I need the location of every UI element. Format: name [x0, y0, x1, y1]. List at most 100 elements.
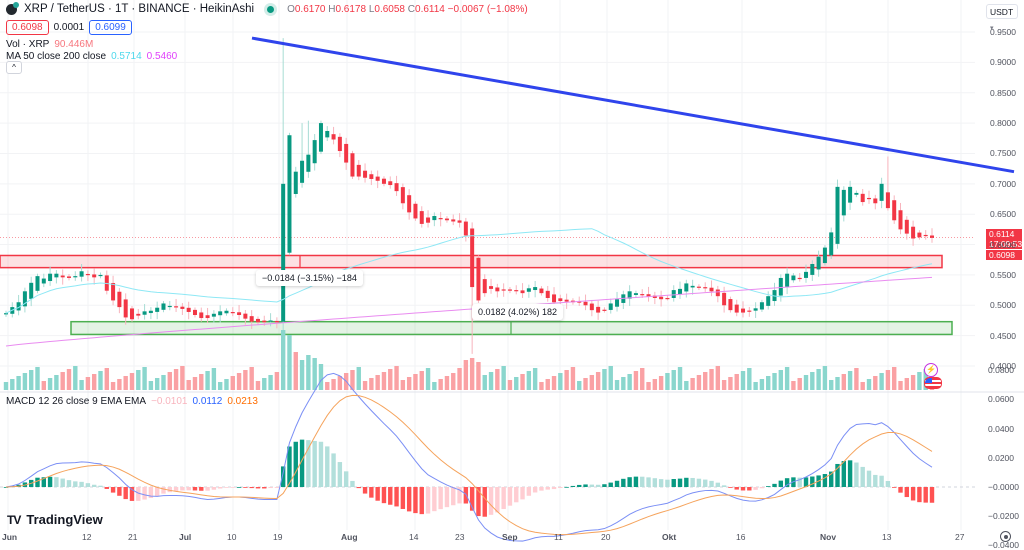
volume-bar [331, 379, 336, 390]
macd-hist-bar [810, 476, 815, 487]
price-axis-label: 0.9000 [990, 57, 1016, 68]
candle-body [665, 297, 670, 300]
candle-body [22, 291, 27, 307]
candle-body [457, 220, 462, 223]
macd-hist-bar [457, 487, 462, 504]
volume-bar [425, 368, 431, 390]
candle-body [482, 279, 487, 294]
candle-body [715, 289, 720, 297]
candle-body [577, 301, 582, 303]
macd-hist-bar [394, 487, 399, 507]
macd-hist-bar [577, 484, 582, 487]
lightning-icon[interactable]: ⚡ [924, 363, 938, 377]
tradingview-logo[interactable]: TV TradingView [7, 512, 103, 527]
volume-bar [444, 376, 450, 390]
candle-body [293, 171, 298, 194]
candle-body [363, 170, 368, 178]
volume-bar [419, 371, 424, 390]
volume-bar [3, 382, 9, 390]
macd-axis-label: 0.0600 [988, 394, 1014, 405]
macd-hist-bar [917, 487, 922, 503]
candle-body [4, 313, 8, 315]
price-axis-label: 0.6500 [990, 209, 1016, 220]
settings-icon[interactable] [1000, 531, 1011, 542]
macd-hist-bar [369, 487, 374, 498]
volume-bar [747, 368, 752, 390]
macd-hist-bar [129, 487, 135, 501]
volume-bar [835, 377, 840, 390]
close-label: C [407, 3, 416, 15]
candle-body [60, 275, 65, 278]
macd-hist-bar [803, 477, 809, 487]
volume-bar [791, 381, 796, 390]
macd-hist-bar [495, 487, 500, 513]
sell-button[interactable]: 0.6098 [6, 20, 49, 35]
macd-hist-bar [243, 487, 248, 488]
volume-bar [778, 370, 784, 390]
volume-bar [41, 381, 46, 390]
candle-body [312, 140, 317, 164]
price-axis-label: 0.8000 [990, 118, 1016, 129]
candle-body [722, 292, 727, 306]
volume-bar [640, 368, 645, 390]
macd-hist-bar [564, 486, 569, 488]
candle-body [400, 187, 405, 204]
candle-body [778, 277, 783, 296]
candle-body [615, 299, 620, 307]
candle-body [514, 290, 519, 292]
volume-legend[interactable]: Vol · XRP 90.446M [6, 39, 93, 50]
volume-bar [148, 381, 154, 390]
macd-hist-bar [898, 487, 903, 493]
macd-hist-bar [829, 471, 834, 487]
macd-hist-bar [772, 483, 777, 487]
time-axis-label: 20 [601, 532, 611, 542]
macd-hist-bar [186, 487, 191, 491]
volume-bar [413, 374, 418, 390]
time-axis-label: 10 [227, 532, 237, 542]
macd-hist-bar [98, 485, 103, 487]
candle-body [810, 263, 815, 275]
time-axis-label: 21 [128, 532, 138, 542]
candle-body [174, 306, 179, 308]
candle-body [73, 276, 78, 278]
currency-select[interactable]: USDT ▾ [986, 4, 1018, 32]
volume-bar [759, 379, 765, 390]
macd-legend[interactable]: MACD 12 26 close 9 EMA EMA −0.0101 0.011… [6, 396, 258, 407]
volume-bar [66, 369, 72, 390]
volume-bar [10, 379, 15, 390]
candle-body [463, 221, 468, 236]
candle-body [608, 303, 613, 310]
price-axis-label: 0.7500 [990, 148, 1016, 159]
candle-body [331, 134, 336, 140]
candle-body [558, 298, 563, 302]
macd-axis-label: −0.0400 [988, 540, 1019, 550]
ma50-value: 0.5714 [111, 51, 142, 62]
collapse-legend-button[interactable]: ^ [6, 61, 22, 74]
bar-countdown: 17:09:53 [989, 239, 1023, 249]
candle-body [885, 192, 890, 209]
ma-legend[interactable]: MA 50 close 200 close 0.5714 0.5460 [6, 51, 177, 62]
macd-hist-bar [520, 487, 525, 500]
candle-body [337, 136, 342, 152]
macd-hist-bar [438, 487, 443, 510]
macd-hist-bar [180, 487, 185, 491]
candle-body [671, 290, 676, 298]
volume-bar [104, 368, 109, 390]
volume-bar [684, 381, 689, 390]
volume-bar [463, 360, 469, 390]
volume-bar [287, 335, 292, 390]
volume-bar [841, 374, 847, 390]
candle-body [589, 303, 594, 311]
volume-bar [400, 380, 406, 390]
macd-hist-bar [255, 487, 261, 489]
buy-button[interactable]: 0.6099 [89, 20, 132, 35]
us-flag-event-icon[interactable] [924, 377, 942, 389]
volume-bar [885, 370, 891, 390]
macd-hist-bar [432, 487, 437, 512]
macd-hist-bar [274, 487, 280, 488]
candle-body [413, 203, 418, 219]
macd-hist-bar [451, 487, 456, 506]
symbol-title[interactable]: XRP / TetherUS · 1T · BINANCE · HeikinAs… [24, 3, 255, 15]
time-axis-label: 12 [82, 532, 92, 542]
